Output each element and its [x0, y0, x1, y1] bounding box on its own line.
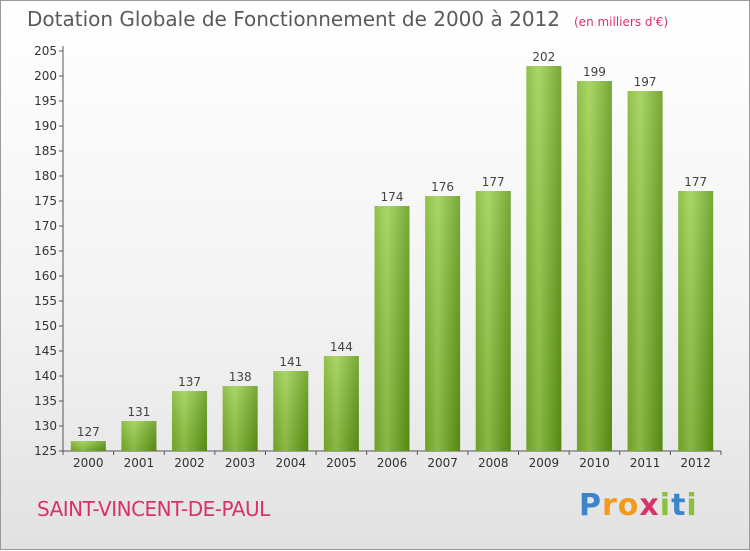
commune-name: SAINT-VINCENT-DE-PAUL	[37, 497, 270, 521]
bar-shade	[70, 441, 106, 451]
y-tick-label: 175	[34, 194, 57, 208]
chart-title-text: Dotation Globale de Fonctionnement de 20…	[27, 7, 560, 31]
data-label: 202	[532, 50, 555, 64]
bar-shade	[678, 191, 714, 451]
chart-title: Dotation Globale de Fonctionnement de 20…	[27, 7, 668, 31]
y-tick-label: 180	[34, 169, 57, 183]
data-label: 177	[684, 175, 707, 189]
y-tick-label: 155	[34, 294, 57, 308]
data-label: 137	[178, 375, 201, 389]
y-tick-label: 205	[34, 44, 57, 58]
logo-letter: r	[602, 488, 618, 523]
labels: 2000 127 2001 131 2002 137 2003 138 2004 141 2005 1…	[73, 50, 711, 470]
bar-shade	[222, 386, 258, 451]
y-tick-label: 140	[34, 369, 57, 383]
data-label: 131	[127, 405, 150, 419]
y-tick-label: 135	[34, 394, 57, 408]
y-tick-label: 185	[34, 144, 57, 158]
bar-shade	[273, 371, 309, 451]
y-tick-label: 125	[34, 444, 57, 458]
x-tick-label: 2006	[377, 456, 408, 470]
y-tick-label: 130	[34, 419, 57, 433]
y-tick-label: 170	[34, 219, 57, 233]
x-tick-label: 2007	[427, 456, 458, 470]
chart-unit: (en milliers d'€)	[574, 15, 669, 29]
bar-shade	[121, 421, 157, 451]
logo-letter: i	[686, 488, 698, 523]
x-tick-label: 2012	[680, 456, 711, 470]
y-tick-label: 165	[34, 244, 57, 258]
x-tick-label: 2011	[630, 456, 661, 470]
bar-shade	[627, 91, 663, 451]
x-tick-label: 2000	[73, 456, 104, 470]
bar-shade	[374, 206, 410, 451]
data-label: 174	[381, 190, 404, 204]
data-label: 144	[330, 340, 353, 354]
data-label: 127	[77, 425, 100, 439]
bar-shade	[172, 391, 208, 451]
bar-shade	[526, 66, 562, 451]
y-tick-label: 190	[34, 119, 57, 133]
bar-shade	[323, 356, 359, 451]
y-tick-label: 160	[34, 269, 57, 283]
data-label: 141	[279, 355, 302, 369]
y-tick-label: 150	[34, 319, 57, 333]
x-tick-label: 2009	[529, 456, 560, 470]
bar-shade	[425, 196, 461, 451]
x-tick-label: 2002	[174, 456, 205, 470]
data-label: 176	[431, 180, 454, 194]
logo-letter: P	[579, 488, 602, 523]
data-label: 197	[634, 75, 657, 89]
bars	[70, 66, 714, 451]
data-label: 177	[482, 175, 505, 189]
bar-shade	[475, 191, 511, 451]
x-tick-label: 2003	[225, 456, 256, 470]
logo-letter: t	[671, 488, 687, 523]
logo-letter: i	[659, 488, 672, 523]
x-tick-label: 2010	[579, 456, 610, 470]
x-tick-label: 2008	[478, 456, 509, 470]
data-label: 199	[583, 65, 606, 79]
bar-shade	[576, 81, 612, 451]
x-tick-label: 2004	[275, 456, 306, 470]
x-tick-label: 2005	[326, 456, 357, 470]
y-tick-label: 195	[34, 94, 57, 108]
proxiti-logo: Proxiti	[579, 488, 698, 523]
y-tick-label: 200	[34, 69, 57, 83]
logo-letter: x	[639, 488, 660, 523]
data-label: 138	[229, 370, 252, 384]
x-tick-label: 2001	[124, 456, 155, 470]
logo-letter: o	[617, 488, 640, 523]
axes: 125 130 135 140 145 150 155 160 165 170 175 180 185 1…	[34, 44, 722, 458]
y-tick-label: 145	[34, 344, 57, 358]
